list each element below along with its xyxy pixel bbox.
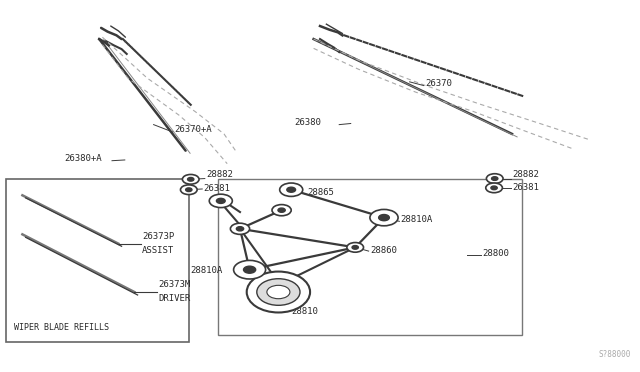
- Circle shape: [287, 187, 296, 192]
- Circle shape: [492, 177, 498, 180]
- Text: 28810A: 28810A: [191, 266, 223, 275]
- Text: 26373M: 26373M: [158, 280, 190, 289]
- Circle shape: [234, 260, 266, 279]
- Bar: [218, 179, 522, 335]
- Circle shape: [188, 177, 194, 181]
- Text: 28810: 28810: [291, 307, 318, 316]
- Text: 28882: 28882: [206, 170, 233, 179]
- Circle shape: [267, 285, 290, 299]
- Circle shape: [486, 183, 502, 193]
- Text: 26380: 26380: [294, 118, 321, 127]
- Text: ASSIST: ASSIST: [142, 246, 174, 254]
- Text: 28865: 28865: [307, 188, 334, 197]
- Circle shape: [230, 223, 250, 234]
- Circle shape: [352, 246, 358, 249]
- Text: 28882: 28882: [512, 170, 539, 179]
- Circle shape: [272, 205, 291, 216]
- Circle shape: [243, 266, 256, 273]
- Circle shape: [209, 194, 232, 208]
- Circle shape: [280, 183, 303, 196]
- Text: 28860: 28860: [370, 246, 397, 255]
- Circle shape: [180, 185, 197, 195]
- Circle shape: [236, 227, 244, 231]
- Text: 28810A: 28810A: [401, 215, 433, 224]
- Bar: [6, 179, 189, 342]
- Circle shape: [278, 208, 285, 212]
- Text: DRIVER: DRIVER: [158, 294, 190, 303]
- Text: S?88000: S?88000: [598, 350, 630, 359]
- Circle shape: [216, 198, 225, 203]
- Text: 26373P: 26373P: [142, 232, 174, 241]
- Circle shape: [379, 215, 389, 221]
- Circle shape: [182, 174, 199, 184]
- Text: 26370+A: 26370+A: [174, 125, 212, 134]
- Ellipse shape: [257, 279, 300, 305]
- Circle shape: [491, 186, 497, 190]
- Text: 28800: 28800: [483, 249, 509, 258]
- Circle shape: [370, 209, 398, 226]
- Circle shape: [486, 174, 503, 183]
- Text: 26381: 26381: [512, 183, 539, 192]
- Circle shape: [186, 188, 192, 192]
- Text: WIPER BLADE REFILLS: WIPER BLADE REFILLS: [14, 323, 109, 332]
- Ellipse shape: [246, 272, 310, 312]
- Text: 26380+A: 26380+A: [64, 154, 102, 163]
- Circle shape: [347, 243, 364, 252]
- Text: 26381: 26381: [204, 184, 230, 193]
- Text: 26370: 26370: [425, 78, 452, 87]
